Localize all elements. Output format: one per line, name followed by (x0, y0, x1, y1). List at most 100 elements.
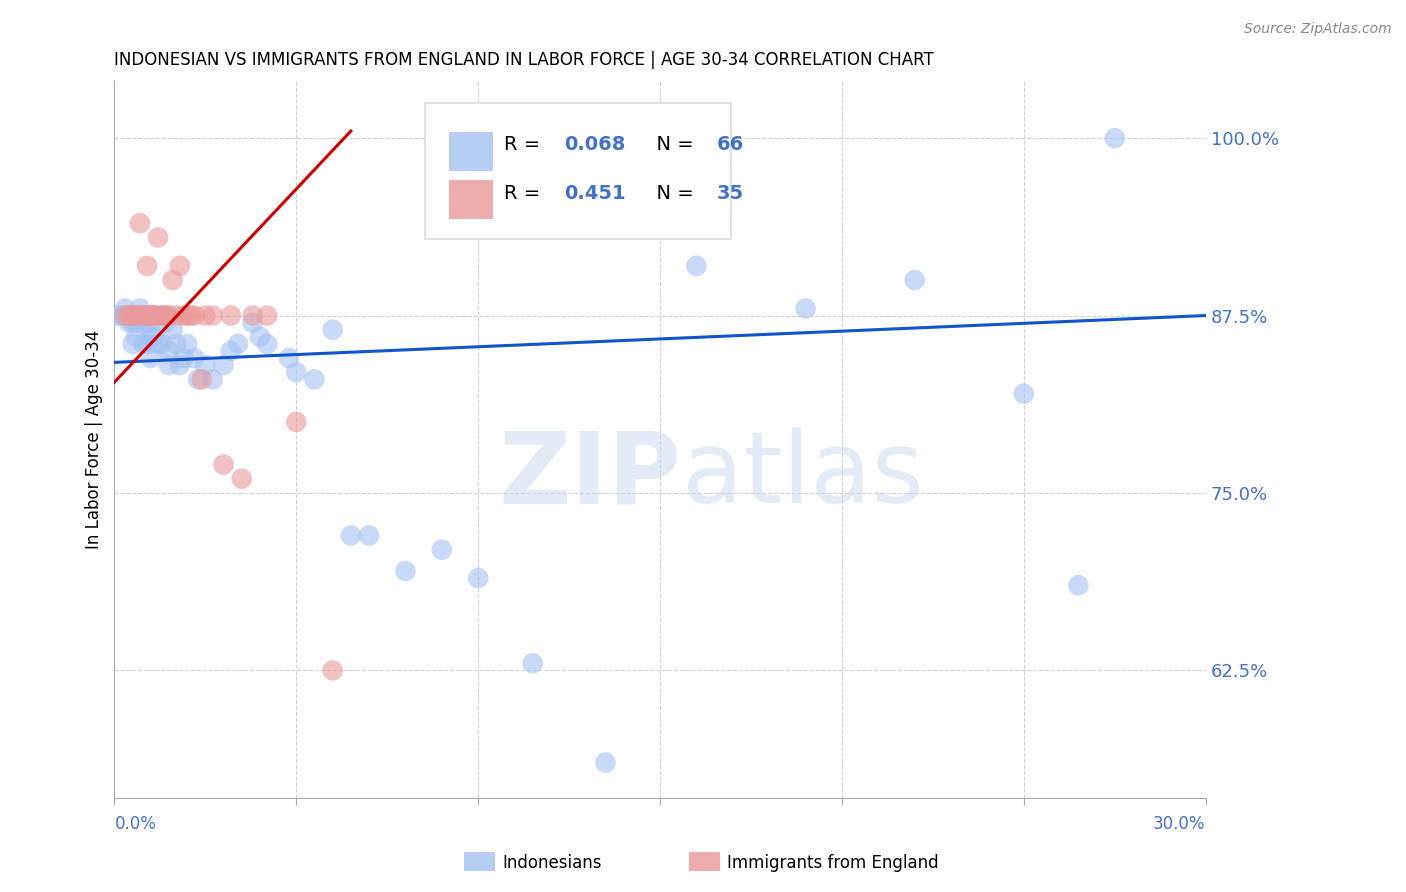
Point (146, 337, 169, 351)
Point (183, 351, 205, 365)
Point (242, 316, 264, 330)
Point (128, 316, 150, 330)
FancyBboxPatch shape (450, 179, 494, 219)
Point (256, 309, 278, 323)
Point (231, 472, 253, 486)
Point (162, 323, 184, 337)
Point (183, 309, 205, 323)
Point (143, 330, 166, 344)
Point (219, 344, 242, 359)
Text: 0.068: 0.068 (564, 135, 626, 154)
Point (114, 309, 136, 323)
Point (146, 230, 169, 244)
Text: R =: R = (503, 135, 547, 154)
Point (169, 358, 191, 372)
Point (162, 273, 184, 287)
Point (139, 309, 162, 323)
Point (128, 301, 150, 316)
Point (201, 372, 224, 386)
Point (136, 309, 159, 323)
Point (187, 372, 209, 386)
Point (118, 309, 141, 323)
Point (394, 564, 416, 578)
Point (157, 309, 180, 323)
Point (157, 358, 180, 372)
Point (357, 528, 380, 542)
Point (173, 309, 195, 323)
Point (194, 309, 217, 323)
Point (1104, 131, 1126, 145)
Point (128, 216, 150, 230)
Point (155, 309, 177, 323)
Point (1012, 386, 1035, 401)
Point (128, 309, 150, 323)
Point (139, 309, 162, 323)
Text: 0.451: 0.451 (564, 185, 626, 203)
Point (125, 316, 148, 330)
Point (595, 756, 617, 770)
Point (136, 259, 159, 273)
Point (322, 323, 344, 337)
Point (340, 528, 363, 542)
Text: atlas: atlas (682, 427, 924, 524)
Point (165, 337, 187, 351)
Point (169, 259, 191, 273)
Point (121, 309, 143, 323)
Point (139, 309, 162, 323)
Point (132, 337, 155, 351)
Point (212, 458, 235, 472)
Point (150, 309, 173, 323)
Point (150, 337, 173, 351)
Point (304, 372, 326, 386)
Text: 66: 66 (717, 135, 744, 154)
Point (201, 309, 224, 323)
Text: R =: R = (503, 185, 547, 203)
Point (322, 664, 344, 678)
Point (139, 351, 162, 365)
Point (794, 301, 817, 316)
Point (285, 365, 308, 379)
Point (125, 309, 148, 323)
Point (121, 316, 143, 330)
Point (904, 273, 927, 287)
Point (121, 309, 143, 323)
Point (212, 358, 235, 372)
Point (118, 309, 141, 323)
Point (1067, 578, 1090, 592)
Point (118, 316, 141, 330)
Point (150, 309, 173, 323)
Point (155, 309, 177, 323)
Text: 30.0%: 30.0% (1153, 815, 1206, 833)
Point (256, 337, 278, 351)
Text: Immigrants from England: Immigrants from England (727, 854, 939, 871)
Point (132, 316, 155, 330)
Text: Indonesians: Indonesians (502, 854, 602, 871)
Point (125, 309, 148, 323)
Y-axis label: In Labor Force | Age 30-34: In Labor Force | Age 30-34 (86, 330, 103, 549)
Point (176, 309, 198, 323)
Point (278, 351, 301, 365)
Point (143, 309, 166, 323)
Point (173, 351, 195, 365)
Point (157, 344, 180, 359)
Text: N =: N = (644, 135, 700, 154)
Point (143, 309, 166, 323)
Point (136, 316, 159, 330)
Point (128, 309, 150, 323)
Text: 35: 35 (717, 185, 744, 203)
Text: N =: N = (644, 185, 700, 203)
Point (467, 571, 489, 585)
Point (139, 316, 162, 330)
Point (176, 337, 198, 351)
Point (143, 309, 166, 323)
Point (114, 309, 136, 323)
Point (685, 259, 707, 273)
Point (146, 309, 169, 323)
Point (190, 372, 212, 386)
Text: INDONESIAN VS IMMIGRANTS FROM ENGLAND IN LABOR FORCE | AGE 30-34 CORRELATION CHA: INDONESIAN VS IMMIGRANTS FROM ENGLAND IN… (114, 51, 934, 69)
Point (111, 309, 134, 323)
Point (249, 330, 271, 344)
Point (125, 330, 148, 344)
Text: 0.0%: 0.0% (114, 815, 156, 833)
Point (107, 309, 129, 323)
